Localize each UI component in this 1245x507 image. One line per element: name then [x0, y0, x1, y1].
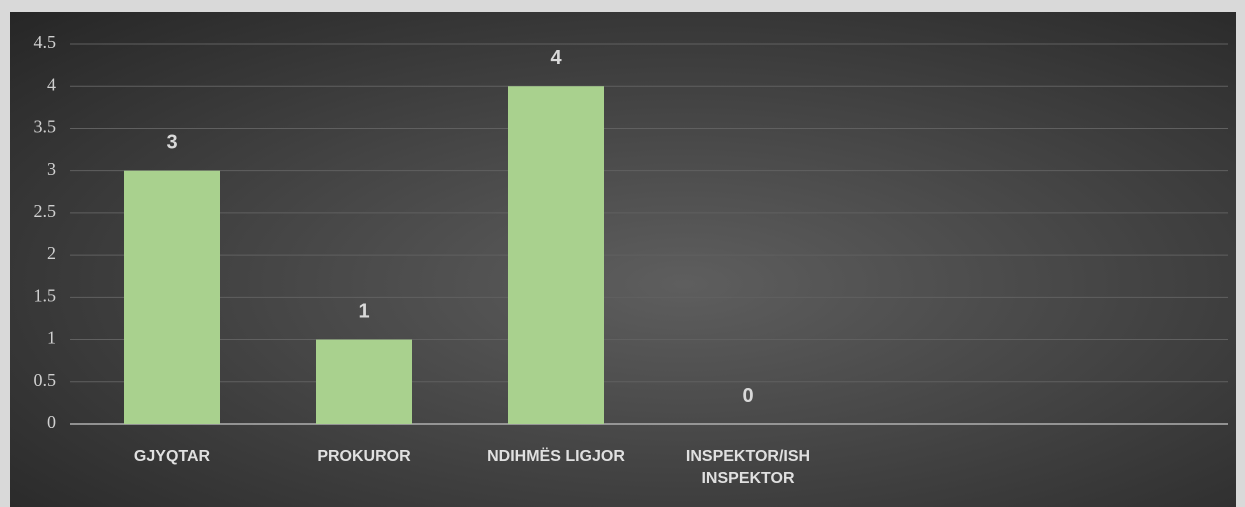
x-tick-label: NDIHMËS LIGJOR	[487, 448, 625, 465]
x-tick-label: GJYQTAR	[133, 448, 211, 465]
x-tick-label: PROKUROR	[317, 448, 411, 465]
value-label: 3	[166, 132, 177, 154]
y-tick-label: 1.5	[34, 285, 57, 305]
y-tick-label: 4	[47, 74, 56, 94]
y-tick-label: 2.5	[34, 201, 57, 221]
y-tick-label: 3.5	[34, 117, 57, 137]
y-tick-label: 0	[47, 412, 56, 432]
value-label: 0	[742, 385, 753, 407]
y-tick-label: 3	[47, 159, 56, 179]
bar	[316, 339, 412, 424]
y-tick-label: 0.5	[34, 370, 57, 390]
bar	[508, 86, 604, 424]
value-label: 4	[550, 47, 562, 69]
y-tick-label: 2	[47, 243, 56, 263]
bar	[124, 170, 220, 424]
y-tick-label: 1	[47, 328, 56, 348]
y-tick-label: 4.5	[34, 32, 57, 52]
value-label: 1	[358, 301, 369, 323]
x-tick-label: INSPEKTOR/ISH INSPEKTOR	[685, 448, 811, 487]
